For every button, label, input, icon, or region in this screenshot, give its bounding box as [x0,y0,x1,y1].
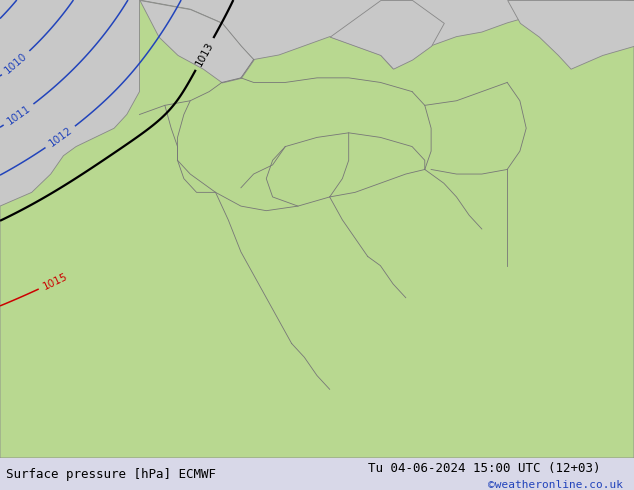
Text: 1015: 1015 [41,271,69,292]
Text: 1010: 1010 [3,51,29,75]
Text: 1012: 1012 [47,125,74,149]
Text: 1013: 1013 [194,40,216,68]
Text: Surface pressure [hPa] ECMWF: Surface pressure [hPa] ECMWF [6,467,216,481]
Text: ©weatheronline.co.uk: ©weatheronline.co.uk [488,480,623,490]
Text: 1011: 1011 [5,103,32,126]
Text: Tu 04-06-2024 15:00 UTC (12+03): Tu 04-06-2024 15:00 UTC (12+03) [368,462,600,475]
